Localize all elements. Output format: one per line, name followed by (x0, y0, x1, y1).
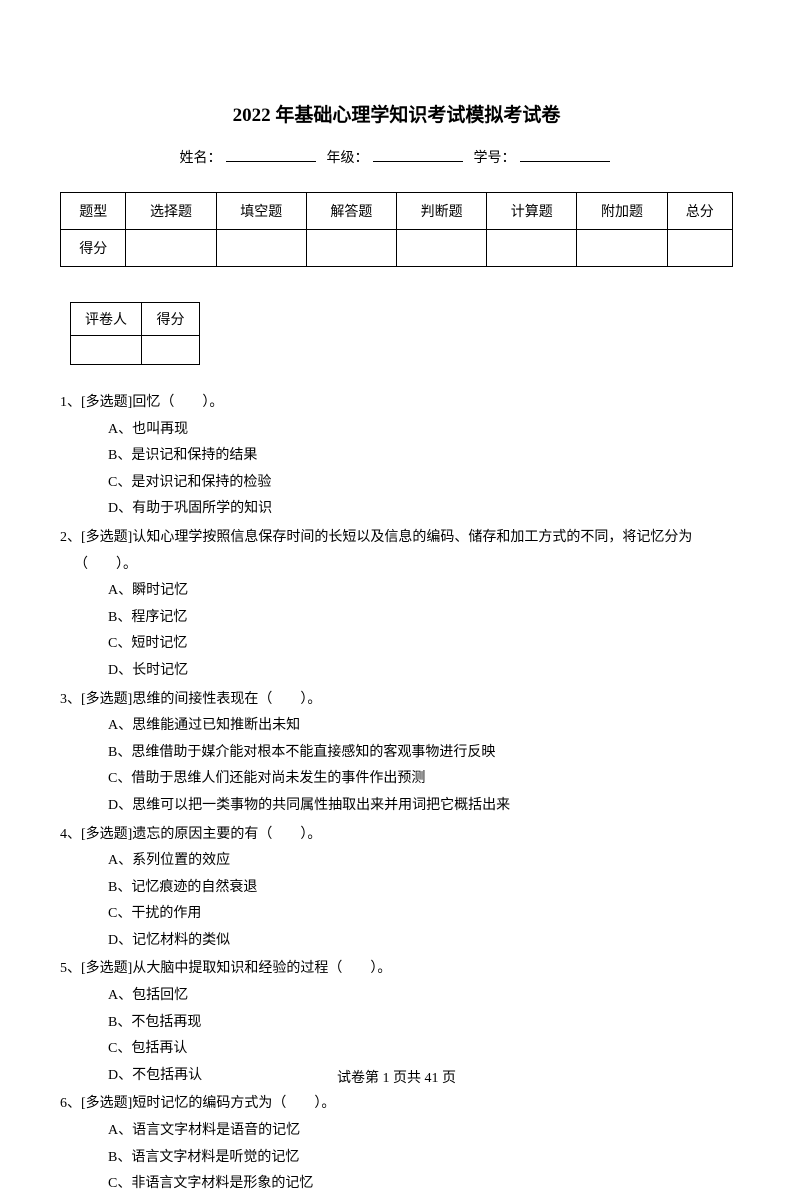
score-cell[interactable] (487, 230, 577, 267)
question: 3、[多选题]思维的间接性表现在（ ）。A、思维能通过已知推断出未知B、思维借助… (60, 687, 733, 820)
option: D、思维可以把一类事物的共同属性抽取出来并用词把它概括出来 (108, 793, 733, 820)
option: C、借助于思维人们还能对尚未发生的事件作出预测 (108, 766, 733, 793)
student-info-line: 姓名： 年级： 学号： (60, 147, 733, 167)
question: 1、[多选题]回忆（ ）。A、也叫再现B、是识记和保持的结果C、是对识记和保持的… (60, 390, 733, 523)
option: A、包括回忆 (108, 983, 733, 1010)
score-table-score-row: 得分 (61, 230, 733, 267)
options-list: A、语言文字材料是语音的记忆B、语言文字材料是听觉的记忆C、非语言文字材料是形象… (60, 1118, 733, 1198)
options-list: A、瞬时记忆B、程序记忆C、短时记忆D、长时记忆 (60, 578, 733, 684)
header-fill: 填空题 (216, 193, 306, 230)
score-cell[interactable] (577, 230, 667, 267)
name-label: 姓名： (180, 151, 222, 166)
option: A、瞬时记忆 (108, 578, 733, 605)
score-label: 得分 (61, 230, 126, 267)
footer-page: 1 (383, 1071, 390, 1086)
grader-cell[interactable] (71, 336, 142, 365)
grader-table: 评卷人 得分 (70, 302, 200, 365)
header-choice: 选择题 (126, 193, 216, 230)
header-type: 题型 (61, 193, 126, 230)
score-cell[interactable] (126, 230, 216, 267)
option: A、系列位置的效应 (108, 848, 733, 875)
score-cell[interactable] (306, 230, 396, 267)
score-table-header-row: 题型 选择题 填空题 解答题 判断题 计算题 附加题 总分 (61, 193, 733, 230)
score-table: 题型 选择题 填空题 解答题 判断题 计算题 附加题 总分 得分 (60, 192, 733, 267)
option: B、不包括再现 (108, 1010, 733, 1037)
header-judge: 判断题 (396, 193, 486, 230)
options-list: A、思维能通过已知推断出未知B、思维借助于媒介能对根本不能直接感知的客观事物进行… (60, 713, 733, 819)
grade-label: 年级： (327, 151, 369, 166)
option: C、包括再认 (108, 1036, 733, 1063)
grade-blank[interactable] (373, 161, 463, 162)
grader-score-label: 得分 (142, 303, 200, 336)
exam-title: 2022 年基础心理学知识考试模拟考试卷 (60, 100, 733, 127)
options-list: A、系列位置的效应B、记忆痕迹的自然衰退C、干扰的作用D、记忆材料的类似 (60, 848, 733, 954)
name-blank[interactable] (226, 161, 316, 162)
option: A、思维能通过已知推断出未知 (108, 713, 733, 740)
option: B、思维借助于媒介能对根本不能直接感知的客观事物进行反映 (108, 740, 733, 767)
grader-score-cell[interactable] (142, 336, 200, 365)
option: B、记忆痕迹的自然衰退 (108, 875, 733, 902)
question-stem: 1、[多选题]回忆（ ）。 (60, 390, 733, 417)
option: A、也叫再现 (108, 417, 733, 444)
option: B、是识记和保持的结果 (108, 443, 733, 470)
question-stem: 5、[多选题]从大脑中提取知识和经验的过程（ ）。 (60, 956, 733, 983)
footer-suffix: 页 (439, 1071, 457, 1086)
header-total: 总分 (667, 193, 732, 230)
score-cell[interactable] (396, 230, 486, 267)
id-blank[interactable] (520, 161, 610, 162)
id-label: 学号： (474, 151, 516, 166)
option: D、长时记忆 (108, 658, 733, 685)
question: 2、[多选题]认知心理学按照信息保存时间的长短以及信息的编码、储存和加工方式的不… (60, 525, 733, 685)
header-answer: 解答题 (306, 193, 396, 230)
header-extra: 附加题 (577, 193, 667, 230)
footer-prefix: 试卷第 (337, 1071, 383, 1086)
question-stem: 6、[多选题]短时记忆的编码方式为（ ）。 (60, 1091, 733, 1118)
grader-label: 评卷人 (71, 303, 142, 336)
footer-total: 41 (425, 1071, 439, 1086)
option: C、干扰的作用 (108, 901, 733, 928)
option: D、有助于巩固所学的知识 (108, 496, 733, 523)
option: C、是对识记和保持的检验 (108, 470, 733, 497)
options-list: A、也叫再现B、是识记和保持的结果C、是对识记和保持的检验D、有助于巩固所学的知… (60, 417, 733, 523)
option: B、程序记忆 (108, 605, 733, 632)
option: C、短时记忆 (108, 631, 733, 658)
option: A、语言文字材料是语音的记忆 (108, 1118, 733, 1145)
footer-middle: 页共 (390, 1071, 425, 1086)
header-calc: 计算题 (487, 193, 577, 230)
score-cell[interactable] (667, 230, 732, 267)
score-cell[interactable] (216, 230, 306, 267)
question-stem: 3、[多选题]思维的间接性表现在（ ）。 (60, 687, 733, 714)
question: 6、[多选题]短时记忆的编码方式为（ ）。A、语言文字材料是语音的记忆B、语言文… (60, 1091, 733, 1197)
option: C、非语言文字材料是形象的记忆 (108, 1171, 733, 1198)
option: D、记忆材料的类似 (108, 928, 733, 955)
question: 4、[多选题]遗忘的原因主要的有（ ）。A、系列位置的效应B、记忆痕迹的自然衰退… (60, 822, 733, 955)
option: B、语言文字材料是听觉的记忆 (108, 1145, 733, 1172)
question-stem: 2、[多选题]认知心理学按照信息保存时间的长短以及信息的编码、储存和加工方式的不… (60, 525, 733, 578)
page-footer: 试卷第 1 页共 41 页 (0, 1067, 793, 1087)
question-stem: 4、[多选题]遗忘的原因主要的有（ ）。 (60, 822, 733, 849)
